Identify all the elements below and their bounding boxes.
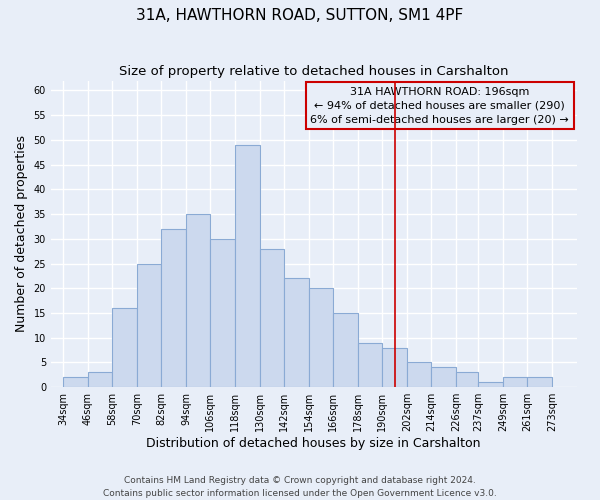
Text: 31A, HAWTHORN ROAD, SUTTON, SM1 4PF: 31A, HAWTHORN ROAD, SUTTON, SM1 4PF — [136, 8, 464, 22]
Bar — [211, 239, 235, 387]
Text: Contains HM Land Registry data © Crown copyright and database right 2024.
Contai: Contains HM Land Registry data © Crown c… — [103, 476, 497, 498]
Bar — [456, 372, 478, 387]
Bar — [284, 278, 308, 387]
Bar — [503, 378, 527, 387]
Bar — [382, 348, 407, 387]
Bar — [358, 342, 382, 387]
Y-axis label: Number of detached properties: Number of detached properties — [15, 136, 28, 332]
Bar — [186, 214, 211, 387]
Bar — [137, 264, 161, 387]
Bar — [161, 229, 186, 387]
X-axis label: Distribution of detached houses by size in Carshalton: Distribution of detached houses by size … — [146, 437, 481, 450]
Text: 31A HAWTHORN ROAD: 196sqm
← 94% of detached houses are smaller (290)
6% of semi-: 31A HAWTHORN ROAD: 196sqm ← 94% of detac… — [310, 86, 569, 124]
Bar — [527, 378, 552, 387]
Bar — [478, 382, 503, 387]
Bar — [308, 288, 333, 387]
Bar — [235, 145, 260, 387]
Bar — [407, 362, 431, 387]
Bar — [260, 248, 284, 387]
Bar — [63, 378, 88, 387]
Bar — [88, 372, 112, 387]
Bar — [112, 308, 137, 387]
Bar — [333, 313, 358, 387]
Bar — [431, 368, 456, 387]
Title: Size of property relative to detached houses in Carshalton: Size of property relative to detached ho… — [119, 65, 508, 78]
